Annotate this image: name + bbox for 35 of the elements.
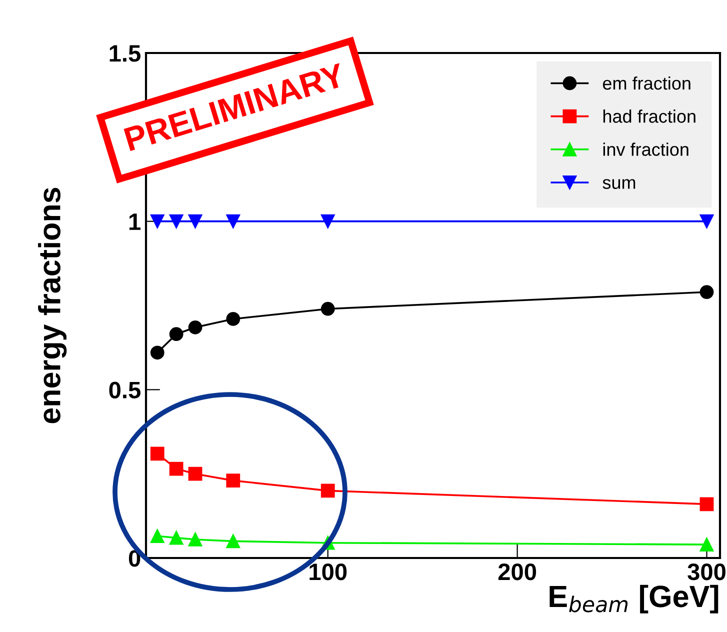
point — [226, 534, 240, 548]
legend-label: inv fraction — [603, 142, 688, 156]
point — [320, 484, 335, 498]
point — [320, 302, 335, 316]
point — [169, 530, 184, 545]
point — [150, 446, 164, 461]
x-tick-label: 200 — [498, 563, 536, 580]
point — [188, 214, 202, 228]
point — [188, 532, 202, 546]
point — [226, 474, 240, 488]
point — [188, 320, 202, 334]
x-tick-label: 100 — [310, 563, 347, 580]
x-tick-label: 300 — [688, 563, 726, 580]
point — [169, 462, 184, 476]
y-tick-label: 0.5 — [109, 382, 140, 398]
point — [169, 214, 184, 228]
point — [226, 312, 240, 326]
y-tick-label: 1.5 — [110, 45, 140, 62]
point — [188, 466, 202, 481]
point — [150, 214, 164, 228]
point — [150, 346, 164, 360]
point — [700, 538, 714, 552]
point — [700, 285, 714, 299]
y-axis-title: energy fractions — [38, 188, 67, 424]
point — [226, 214, 240, 228]
y-tick-label: 1 — [129, 214, 140, 230]
point — [700, 497, 714, 512]
legend-label: em fraction — [602, 76, 690, 90]
legend-label: had fraction — [603, 110, 696, 123]
point — [150, 529, 164, 544]
point — [169, 327, 184, 342]
point — [320, 214, 335, 228]
point — [700, 214, 714, 228]
legend-label: sum — [602, 179, 636, 189]
x-axis-title: E$_{beam}$ [GeV] — [550, 584, 718, 614]
